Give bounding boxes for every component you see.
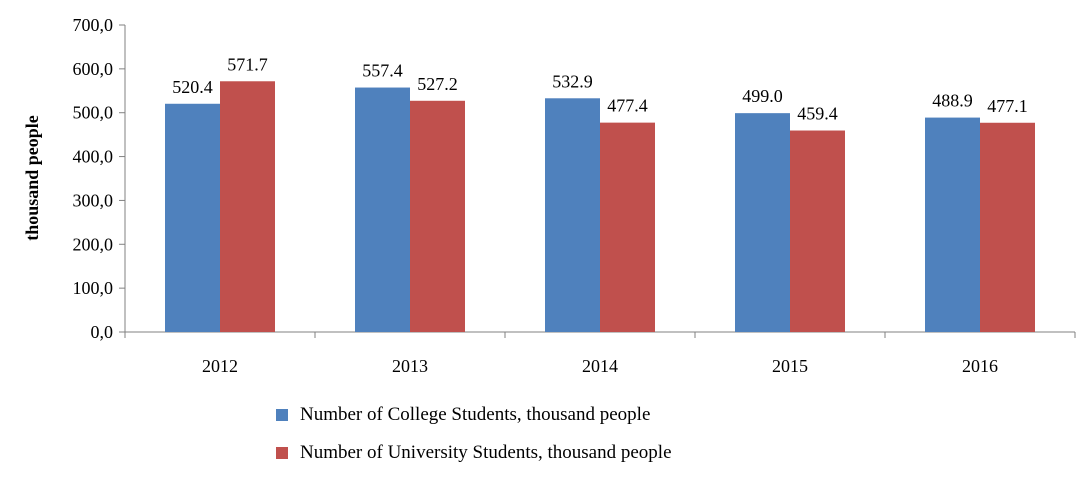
- x-tick-label: 2012: [202, 356, 238, 376]
- legend-label-college: Number of College Students, thousand peo…: [300, 404, 651, 425]
- y-tick-label: 300,0: [73, 190, 114, 210]
- bar-college: [925, 117, 980, 332]
- y-tick-label: 100,0: [73, 278, 114, 298]
- bar-college: [355, 87, 410, 332]
- bar-college: [545, 98, 600, 333]
- y-tick-label: 600,0: [73, 59, 114, 79]
- data-label: 557.4: [362, 61, 403, 81]
- legend-swatch-college: [276, 409, 288, 421]
- legend-item-college: Number of College Students, thousand peo…: [276, 402, 672, 428]
- data-label: 477.1: [987, 96, 1028, 116]
- data-label: 499.0: [742, 86, 783, 106]
- y-axis: 0,0 100,0 200,0 300,0 400,0 500,0 600,0 700,0: [73, 15, 126, 342]
- bar-university: [600, 122, 655, 332]
- bar-university: [980, 122, 1035, 332]
- x-axis: 2012 2013 2014 2015 2016: [124, 331, 1076, 376]
- bar-university: [790, 130, 845, 332]
- y-tick-label: 400,0: [73, 147, 114, 167]
- x-tick-label: 2013: [392, 356, 428, 376]
- bar-chart: thousand people 0,0 100,0 200,0 300,0 400,0 5…: [22, 15, 1076, 376]
- bar-college: [165, 103, 220, 332]
- bars: [165, 81, 1035, 333]
- x-tick-label: 2014: [582, 356, 618, 376]
- data-label: 571.7: [227, 54, 268, 74]
- y-tick-label: 0,0: [91, 322, 114, 342]
- legend-item-university: Number of University Students, thousand …: [276, 440, 672, 466]
- x-tick-label: 2016: [962, 356, 998, 376]
- legend-label-university: Number of University Students, thousand …: [300, 442, 672, 463]
- bar-college: [735, 113, 790, 332]
- legend-swatch-university: [276, 447, 288, 459]
- data-label: 520.4: [172, 77, 213, 97]
- data-label: 477.4: [607, 96, 648, 116]
- data-label: 459.4: [797, 104, 838, 124]
- data-label: 532.9: [552, 71, 593, 91]
- y-tick-label: 700,0: [73, 15, 114, 35]
- y-tick-label: 500,0: [73, 103, 114, 123]
- data-label: 488.9: [932, 91, 973, 111]
- x-tick-label: 2015: [772, 356, 808, 376]
- y-axis-title: thousand people: [22, 115, 42, 241]
- data-label: 527.2: [417, 74, 458, 94]
- bar-university: [410, 100, 465, 332]
- data-labels: 520.4 571.7 557.4 527.2 532.9 477.4 499.0 459.4…: [172, 54, 1028, 123]
- legend: Number of College Students, thousand peo…: [276, 402, 672, 478]
- bar-university: [220, 81, 275, 333]
- y-tick-label: 200,0: [73, 234, 114, 254]
